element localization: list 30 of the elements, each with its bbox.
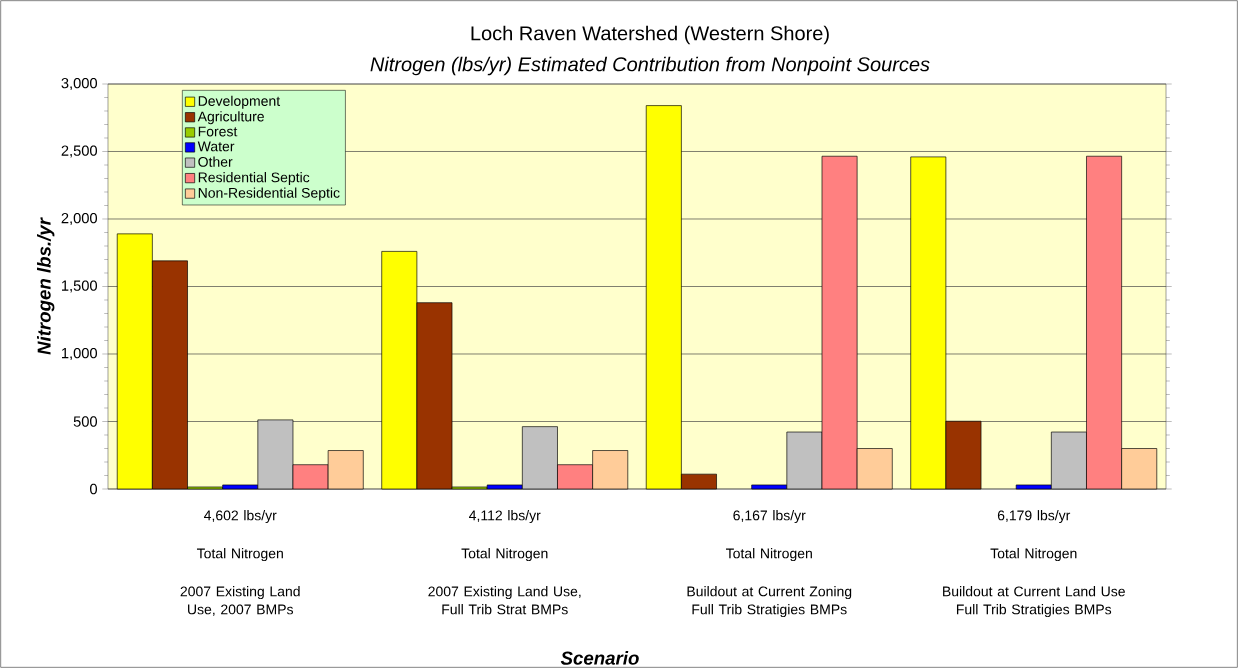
total-label: 4,602 lbs/yr: [203, 510, 277, 524]
text: Total Nitrogen: [461, 548, 548, 562]
legend-label: Development: [198, 95, 281, 109]
text: Total Nitrogen: [196, 548, 283, 562]
x-tick-label: 2007 Existing Land Use, 2007 BMPs: [180, 586, 300, 617]
y-tick-label: 2,500: [61, 145, 98, 158]
text: Total Nitrogen: [725, 548, 812, 562]
chart-subtitle: Nitrogen (lbs/yr) Estimated Contribution from Nonpoint Sources: [370, 56, 930, 76]
legend-label: Agriculture: [197, 111, 264, 125]
y-tick-label: 1,000: [62, 347, 98, 361]
x-axis-title: Scenario: [560, 651, 639, 665]
chart-title: Loch Raven Watershed (Western Shore): [471, 25, 829, 45]
y-axis-title: Nitrogen lbs./yr: [37, 217, 55, 355]
y-tick-label: 1,500: [62, 280, 98, 293]
legend-label: Forest: [198, 126, 238, 137]
legend-label: Water: [197, 141, 235, 152]
text: Total Nitrogen: [990, 548, 1077, 562]
total-label: 4,112 lbs/yr: [469, 510, 541, 524]
legend-label: Non-Residential Septic: [198, 187, 340, 201]
total-label: 6,179 lbs/yr: [997, 510, 1071, 524]
y-tick-label: 500: [73, 416, 98, 427]
legend-label: Residential Septic: [198, 172, 310, 186]
y-tick-label: 0: [90, 483, 98, 495]
total-label: 6,167 lbs/yr: [733, 510, 806, 524]
x-tick-label: Buildout at Current Land Use Full Trib Stratigies BMPs: [943, 586, 1125, 618]
legend-label: Other: [198, 156, 233, 167]
x-tick-label: 2007 Existing Land Use, Full Trib Strat BMPs: [428, 586, 581, 615]
y-tick-label: 3,000: [61, 77, 98, 91]
y-tick-label: 2,000: [61, 212, 98, 226]
x-tick-label: Buildout at Current Zoning Full Trib Stratigies BMPs: [687, 586, 852, 618]
